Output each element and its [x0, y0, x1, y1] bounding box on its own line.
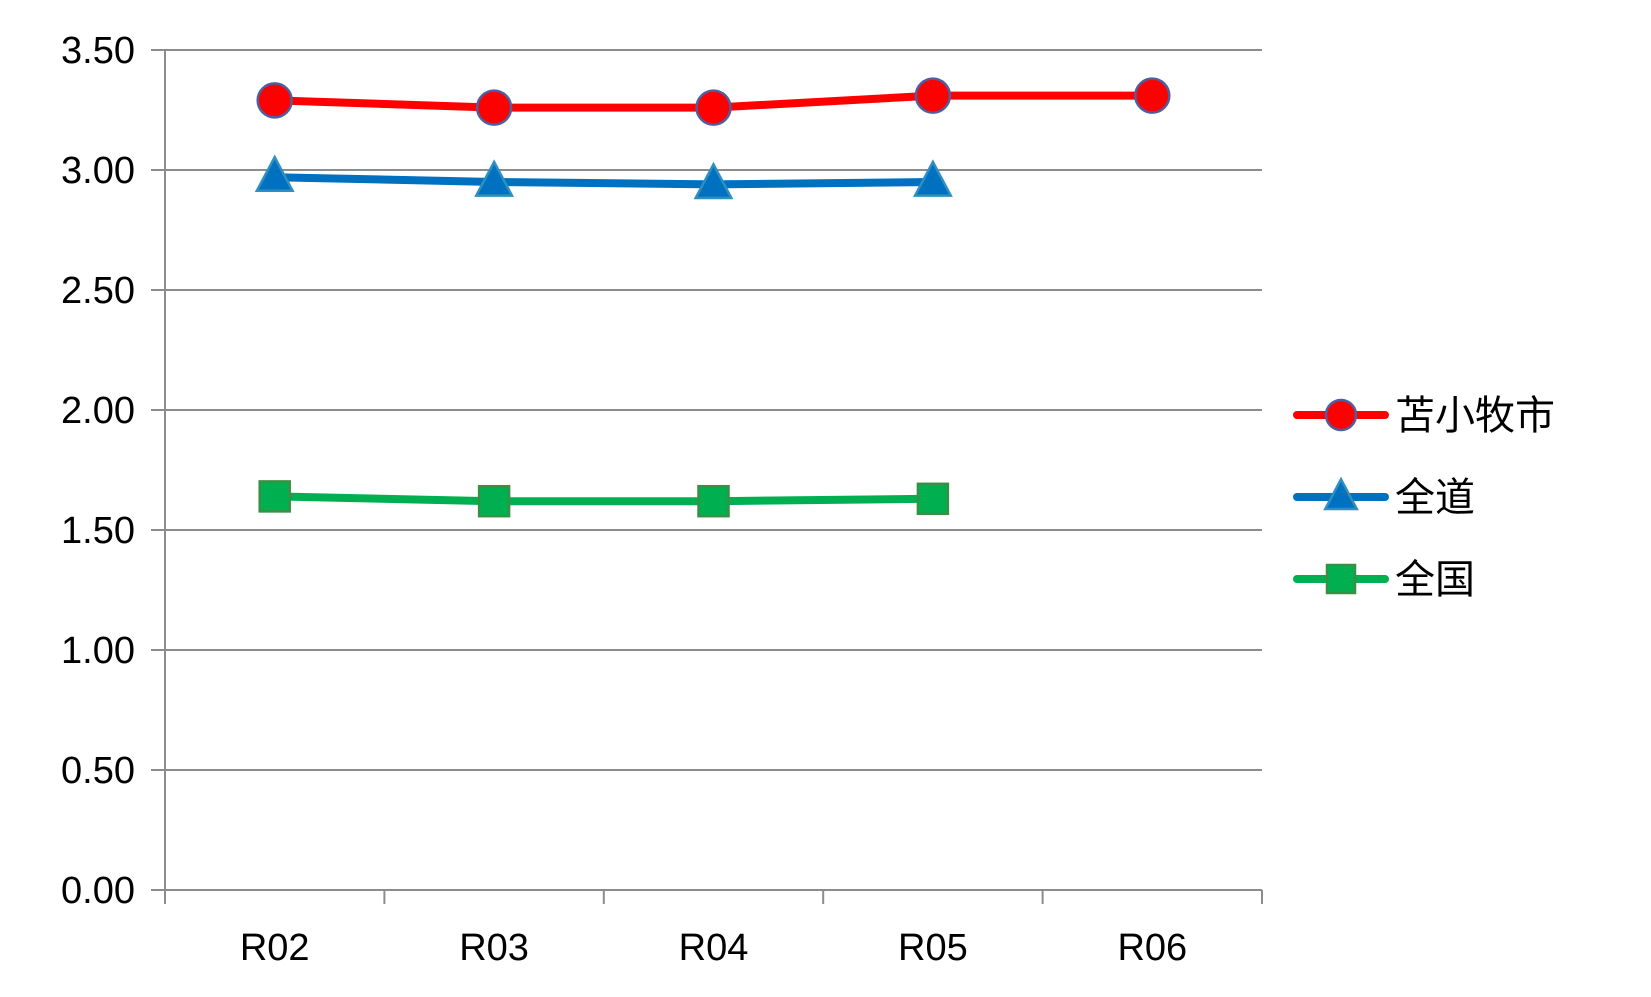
data-point-square — [1325, 563, 1357, 595]
y-tick-label: 1.50 — [61, 510, 135, 552]
data-point-square — [258, 480, 291, 513]
x-tick-label: R06 — [1117, 927, 1187, 969]
legend-label: 苫小牧市 — [1395, 393, 1555, 439]
x-tick-label: R04 — [679, 927, 749, 969]
data-point-circle — [475, 89, 513, 126]
data-point-circle — [1134, 77, 1171, 114]
data-point-circle — [695, 89, 732, 126]
axes — [151, 49, 1263, 904]
series-group — [254, 77, 1171, 518]
data-point-square — [477, 484, 511, 518]
data-point-square — [697, 484, 730, 518]
data-point-triangle — [693, 161, 734, 200]
data-point-triangle — [1323, 476, 1359, 511]
gridlines — [165, 49, 1262, 891]
legend-item: 全道 — [1293, 475, 1475, 521]
y-tick-label: 2.50 — [61, 270, 135, 312]
x-tick-label: R03 — [459, 927, 529, 969]
x-tick-label: R02 — [240, 927, 310, 969]
legend-label: 全道 — [1395, 475, 1475, 521]
y-tick-label: 0.00 — [61, 870, 135, 912]
series-line — [270, 173, 937, 189]
series-line — [270, 492, 937, 506]
series-1 — [256, 77, 1171, 126]
x-tick-label: R05 — [898, 927, 968, 969]
data-point-circle — [1324, 398, 1358, 432]
series-2 — [254, 154, 953, 200]
data-point-triangle — [254, 154, 295, 193]
y-tick-label: 3.00 — [61, 150, 135, 192]
legend-item: 全国 — [1293, 557, 1475, 603]
y-tick-label: 3.50 — [61, 30, 135, 72]
data-point-square — [916, 482, 950, 516]
y-tick-label: 0.50 — [61, 750, 135, 792]
data-point-circle — [256, 82, 293, 119]
y-axis-tick-labels: 0.00 0.50 1.00 1.50 2.00 2.50 3.00 3.50 — [61, 30, 135, 912]
series-3 — [258, 480, 950, 518]
data-point-triangle — [474, 159, 515, 197]
x-axis-tick-labels: R02 R03 R04 R05 R06 — [240, 927, 1187, 969]
data-point-triangle — [912, 159, 953, 197]
y-tick-label: 1.00 — [61, 630, 135, 672]
legend-label: 全国 — [1395, 557, 1475, 603]
legend-item: 苫小牧市 — [1293, 393, 1555, 439]
y-tick-label: 2.00 — [61, 390, 135, 432]
data-point-circle — [914, 77, 952, 114]
